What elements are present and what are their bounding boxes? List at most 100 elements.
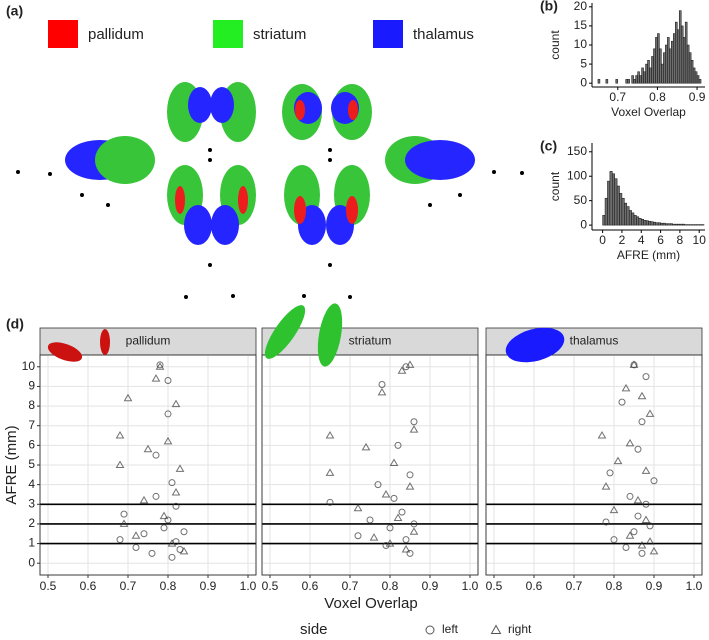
histogram-bar [627, 79, 630, 84]
point-right [325, 431, 335, 439]
facet-title: pallidum [126, 334, 171, 348]
x-tick-label: 0.8 [606, 579, 623, 593]
histogram-bar [684, 21, 688, 84]
point-left [354, 532, 362, 540]
point-right [179, 546, 189, 555]
point-left [410, 520, 418, 528]
point-right [601, 482, 611, 490]
panel-border [39, 354, 257, 576]
x-tick-label: 10 [693, 233, 707, 247]
x-tick-label: 0.5 [40, 579, 57, 593]
histogram-bar [628, 210, 632, 226]
point-left [642, 373, 650, 381]
point-right [171, 488, 181, 496]
histogram-bar [676, 29, 680, 84]
y-tick-label: 7 [28, 418, 35, 432]
point-left [140, 530, 148, 538]
point-right [649, 546, 659, 555]
point-right [637, 391, 647, 400]
y-tick-label: 100 [567, 168, 587, 182]
histogram-bar [643, 71, 646, 84]
x-tick-label: 0.9 [689, 90, 706, 104]
panel-label: (a) [6, 3, 23, 19]
panel-border [485, 354, 703, 576]
histogram-bar [645, 220, 649, 226]
y-tick-label: 10 [574, 37, 588, 51]
point-left [638, 418, 646, 426]
y-tick-label: 5 [580, 56, 587, 70]
x-tick-label: 0.8 [160, 579, 177, 593]
legend-label: pallidum [88, 26, 144, 43]
histogram-bar [677, 223, 681, 226]
point-left [382, 542, 390, 550]
y-tick-label: 9 [28, 379, 35, 393]
histogram-bar [690, 60, 694, 84]
point-left [326, 498, 334, 506]
histogram-bar [631, 212, 635, 226]
point-left [398, 508, 406, 516]
histogram-bar [653, 221, 656, 226]
x-tick-label: 0.5 [486, 579, 503, 593]
point-left [164, 516, 172, 524]
y-tick-label: 4 [28, 477, 35, 491]
point-right [377, 387, 387, 396]
point-right [401, 544, 411, 553]
point-right [155, 362, 165, 370]
point-left [634, 512, 642, 520]
point-right [151, 374, 161, 382]
point-right [159, 511, 169, 520]
point-right [115, 460, 125, 468]
point-left [622, 544, 630, 551]
histogram-bar [631, 75, 634, 84]
histogram-bar [637, 71, 640, 84]
point-right [385, 539, 395, 547]
y-axis-title: count [548, 171, 562, 201]
legend-label: left [442, 622, 459, 636]
point-left [164, 377, 172, 385]
landmark-dots [16, 148, 524, 299]
x-tick-label: 0.6 [526, 579, 543, 593]
point-left [156, 361, 164, 369]
legend-label: right [508, 622, 532, 636]
point-left [402, 363, 410, 371]
histogram-bar [696, 75, 700, 84]
point-left [638, 549, 646, 557]
y-tick-label: 6 [28, 438, 35, 452]
y-tick-label: 0 [580, 75, 587, 89]
histogram-bar [692, 67, 696, 84]
legend-swatch [373, 20, 403, 48]
point-right [389, 458, 399, 467]
legend-marker [425, 625, 435, 635]
histogram-bar [673, 33, 676, 84]
x-tick-label: 0.8 [649, 90, 666, 104]
x-tick-label: 0.7 [120, 579, 137, 593]
point-left [168, 553, 176, 561]
point-right [123, 393, 133, 402]
histogram-bar [686, 44, 690, 84]
point-left [630, 528, 638, 536]
point-right [621, 383, 631, 392]
facet-title: striatum [349, 334, 392, 348]
histogram-bar [633, 215, 637, 226]
histogram-bar [682, 223, 685, 226]
histogram-bar [609, 171, 613, 226]
x-tick-label: 6 [657, 233, 664, 247]
x-tick-label: 0.6 [80, 579, 97, 593]
strip-renderings [47, 303, 565, 367]
histogram-bar [604, 197, 608, 226]
histogram-bar [616, 185, 620, 226]
histogram-bar [698, 79, 702, 84]
histogram-bar [641, 218, 644, 226]
point-right [597, 431, 607, 439]
point-left [152, 492, 160, 500]
point-right [637, 541, 647, 549]
histogram-bar [671, 40, 674, 84]
point-left [378, 380, 386, 388]
point-right [641, 466, 651, 474]
panel-label: (d) [6, 316, 24, 332]
histogram-bar [619, 193, 623, 226]
histogram-bar [636, 216, 640, 226]
y-tick-label: 8 [28, 398, 35, 412]
histogram-bar [648, 220, 652, 226]
